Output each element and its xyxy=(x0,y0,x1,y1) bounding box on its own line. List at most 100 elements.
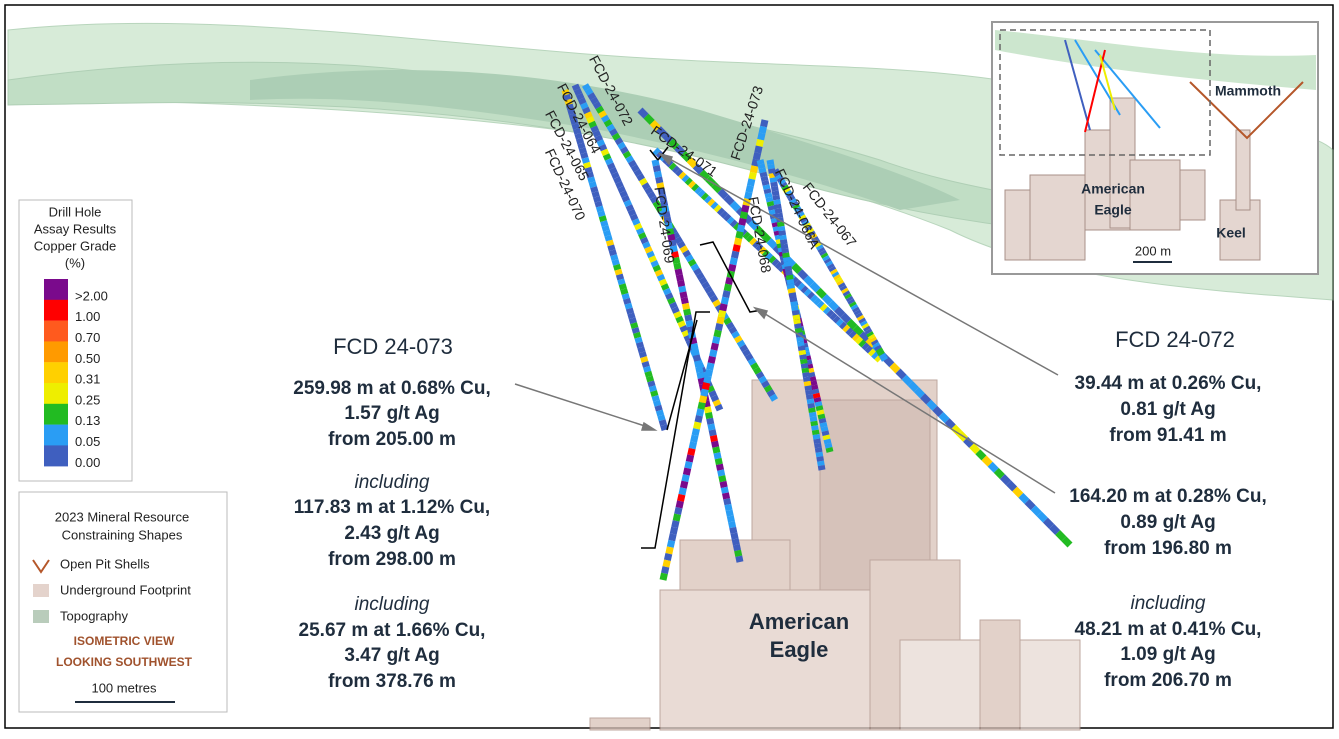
drill-hole-segment xyxy=(645,375,655,383)
drill-hole-segment xyxy=(822,306,831,315)
drill-hole-segment xyxy=(592,101,602,110)
drill-hole-segment xyxy=(711,182,723,194)
drill-hole-segment xyxy=(766,200,775,207)
drill-hole-segment xyxy=(735,555,744,563)
drill-hole-segment xyxy=(570,118,579,125)
drill-hole-segment xyxy=(760,175,769,182)
drill-hole-segment xyxy=(690,263,700,272)
drill-hole-segment xyxy=(768,209,777,216)
drill-hole-segment xyxy=(697,189,706,198)
drill-hole-segment xyxy=(889,362,901,374)
legend-swatch xyxy=(44,320,68,342)
drill-hole-segment xyxy=(707,423,716,431)
drill-hole-segment xyxy=(773,170,782,178)
drill-hole-segment xyxy=(814,241,823,248)
grade-legend: Drill Hole Assay Results Copper Grade (%) >2… xyxy=(18,199,133,482)
callout-line: 164.20 m at 0.28% Cu, xyxy=(1069,486,1267,507)
drill-hole-segment xyxy=(784,265,793,272)
callout-heading: including xyxy=(1131,593,1206,614)
drill-hole-segment xyxy=(561,89,570,96)
drill-hole-segment xyxy=(809,380,818,387)
drill-hole-segment xyxy=(706,290,716,299)
drill-hole-segment xyxy=(672,256,681,265)
drill-hole-segment xyxy=(595,105,605,114)
drill-hole-segment xyxy=(662,287,672,296)
drill-hole-segment xyxy=(581,157,590,164)
drill-hole-segment xyxy=(797,269,809,281)
drill-hole-segment xyxy=(586,116,595,124)
drill-hole-segment xyxy=(816,409,825,416)
drill-hole-segment xyxy=(722,492,731,500)
inset-label: Mammoth xyxy=(1215,83,1281,99)
drill-hole-segment xyxy=(588,120,597,129)
callout-line: from 91.41 m xyxy=(1109,425,1226,446)
drill-hole-segment xyxy=(778,230,787,236)
inset-label: American xyxy=(1081,181,1145,197)
drill-hole-segment xyxy=(726,216,735,225)
drill-hole-segment xyxy=(564,98,573,106)
drill-hole-segment xyxy=(781,247,790,254)
drill-hole-segment xyxy=(758,246,767,255)
drill-hole-segment xyxy=(603,119,613,128)
legend-title: 2023 Mineral Resource xyxy=(55,509,189,524)
drill-hole-segment xyxy=(702,400,711,408)
callout-line: 259.98 m at 0.68% Cu, xyxy=(293,378,491,399)
drill-hole-segment xyxy=(667,297,676,305)
drill-hole-segment xyxy=(747,178,756,187)
drill-hole-segment xyxy=(722,290,731,299)
drill-hole-segment xyxy=(759,171,768,178)
drill-hole-segment xyxy=(766,389,776,398)
drill-hole-segment xyxy=(793,318,801,325)
drill-hole-segment xyxy=(827,300,840,312)
drill-hole-segment xyxy=(697,401,706,410)
drill-hole-segment xyxy=(663,216,672,224)
drill-hole-segment xyxy=(829,312,838,321)
legend-title: Copper Grade xyxy=(34,238,116,253)
drill-hole-segment xyxy=(698,395,708,404)
drill-hole-segment xyxy=(608,249,617,257)
drill-hole-segment xyxy=(734,549,743,557)
drill-hole-segment xyxy=(719,480,728,489)
drill-hole-segment xyxy=(762,184,771,191)
drill-hole-segment xyxy=(630,322,639,329)
drill-hole-segment xyxy=(695,366,704,374)
drill-hole-segment xyxy=(779,181,788,189)
drill-hole-segment xyxy=(692,354,701,362)
drill-hole-segment xyxy=(588,181,597,189)
legend-swatch xyxy=(44,383,68,404)
drill-hole-segment xyxy=(797,340,805,347)
drill-hole-segment xyxy=(766,238,778,250)
drill-hole-segment xyxy=(627,312,636,320)
drill-hole-segment xyxy=(859,320,868,327)
drill-hole-segment xyxy=(568,113,577,121)
drill-hole-segment xyxy=(677,240,686,249)
drill-hole-segment xyxy=(633,222,643,231)
drill-hole-segment xyxy=(831,271,840,278)
drill-hole-segment xyxy=(651,395,660,402)
drill-hole-segment xyxy=(578,147,587,155)
drill-hole-segment xyxy=(755,138,765,148)
drill-hole-segment xyxy=(605,239,615,247)
drill-hole-segment xyxy=(654,170,663,178)
drill-hole-segment xyxy=(596,139,606,147)
drill-hole-segment xyxy=(811,429,820,436)
drill-hole-segment xyxy=(729,219,738,228)
drill-hole-segment xyxy=(662,210,671,219)
drill-hole-segment xyxy=(761,249,770,258)
drill-hole-segment xyxy=(625,204,635,212)
drill-hole-segment xyxy=(651,159,660,167)
drill-hole-segment xyxy=(623,297,632,305)
inset-label: Keel xyxy=(1216,225,1246,241)
drill-hole-segment xyxy=(758,375,768,384)
drill-hole-segment xyxy=(775,238,784,245)
drill-hole-segment xyxy=(791,309,800,316)
callout-title: FCD 24-073 xyxy=(333,334,453,359)
drill-hole-segment xyxy=(700,388,709,397)
drill-hole-segment xyxy=(625,155,635,164)
drill-hole-segment xyxy=(799,358,808,365)
drill-hole-segment xyxy=(723,283,732,292)
drill-hole-segment xyxy=(841,287,849,294)
drill-hole-segment xyxy=(808,407,816,414)
topography-icon xyxy=(33,610,49,623)
drill-hole-segment xyxy=(871,351,880,360)
